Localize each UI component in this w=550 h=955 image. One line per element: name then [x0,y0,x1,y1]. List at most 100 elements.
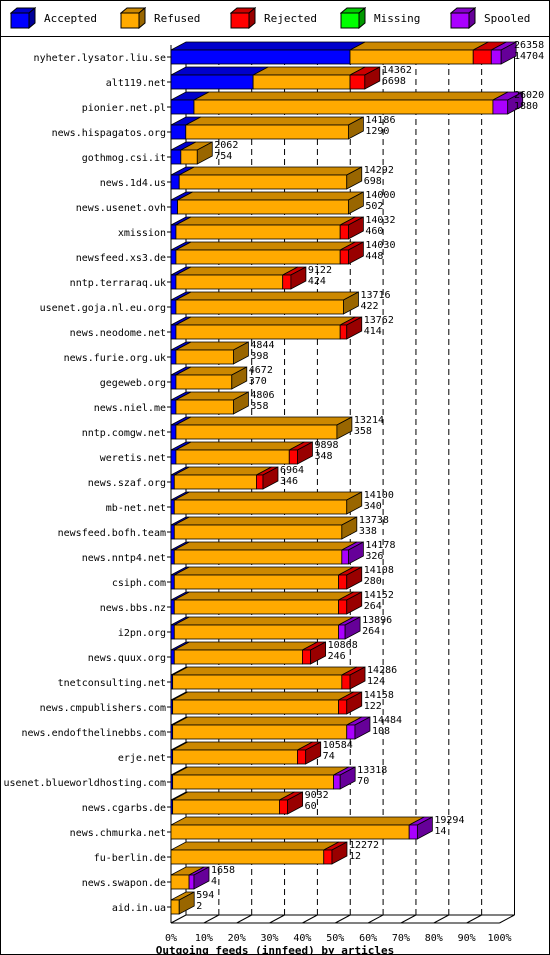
value-label-accepted: 14 [434,826,446,837]
bar-segment-accepted [170,149,182,165]
bar-segment-rejected [339,324,348,340]
category-label: news.niel.me [94,403,166,414]
value-label-accepted: 70 [357,776,369,787]
bar-top-refused [174,466,272,476]
value-label-accepted: 414 [364,326,382,337]
value-label-accepted: 370 [249,376,267,387]
bar-side [287,791,304,815]
value-label-offered: 2062 [214,140,238,151]
value-label-offered: 9032 [305,790,329,801]
value-label-offered: 13738 [359,515,389,526]
bar-segment-refused [185,124,349,140]
bar-side [339,766,356,790]
floor-tick [203,914,220,924]
bar-segment-refused [175,349,234,365]
value-label-accepted: 424 [308,276,326,287]
bar-side [233,391,249,415]
value-label-offered: 1658 [211,865,235,876]
value-label-offered: 14286 [367,665,397,676]
value-label-accepted: 14704 [514,51,544,62]
category-label: alt119.net [106,78,166,89]
bar-segment-refused [173,549,343,565]
value-label-accepted: 422 [360,301,378,312]
value-label-offered: 14292 [364,165,394,176]
bar-segment-rejected [349,74,366,90]
category-label: erje.net [118,753,166,764]
value-label-accepted: 1880 [514,101,538,112]
bar-segment-rejected [339,249,349,265]
x-tick-label: 100% [487,933,511,944]
bar-side [354,716,371,740]
bar-side [349,666,366,690]
bar-segment-accepted [170,299,177,315]
value-label-offered: 13716 [360,290,390,301]
x-tick-label: 50% [326,933,344,944]
value-label-offered: 14030 [365,240,395,251]
floor-tick [302,914,318,924]
value-label-offered: 13214 [354,415,384,426]
category-label: pionier.net.pl [82,103,166,114]
value-label-offered: 14178 [365,540,395,551]
category-label: usenet.goja.nl.eu.org [40,303,166,314]
bar-side [341,516,358,540]
category-label: news.szaf.org [88,478,166,489]
bar-segment-refused [173,474,257,490]
value-label-accepted: 346 [280,476,298,487]
bar-segment-spooled [492,99,509,115]
bar-top-refused [172,716,362,726]
category-label: mb-net.net [106,503,166,514]
value-label-accepted: 6698 [382,76,406,87]
bar-side [347,191,364,215]
value-label-accepted: 124 [367,676,385,687]
bar-segment-refused [173,649,303,665]
floor-tick [269,914,285,924]
bar-side [346,316,363,340]
value-label-accepted: 2 [196,901,202,912]
value-label-accepted: 74 [323,751,335,762]
bar-top-refused [174,616,354,626]
floor-tick [236,914,252,924]
bar-segment-spooled [346,724,356,740]
bar-segment-accepted [170,424,177,440]
bar-top-refused [349,41,489,51]
bar-side [346,566,363,590]
category-label: nntp.comgw.net [82,428,166,439]
bar-segment-refused [172,724,348,740]
value-label-accepted: 460 [365,226,383,237]
category-label: news.bbs.nz [100,603,166,614]
bar-segment-refused [175,224,341,240]
category-label: news.hispagatos.org [52,128,166,139]
value-label-offered: 14108 [364,565,394,576]
category-label: usenet.blueworldhosting.com [3,778,166,789]
value-label-accepted: 358 [250,401,268,412]
value-label-offered: 10868 [328,640,358,651]
bar-side [347,216,364,240]
bar-segment-spooled [188,874,195,890]
bar-side [346,691,363,715]
value-label-offered: 4672 [249,365,273,376]
bar-segment-rejected [256,474,264,490]
bar-segment-refused [175,299,344,315]
bar-side [336,416,353,440]
bar-top-accepted [170,66,269,76]
category-label: news.nntp4.net [82,553,166,564]
bar-side [178,891,195,915]
bar-top-refused [177,191,364,201]
value-label-accepted: 340 [364,501,382,512]
bar-top-refused [179,166,362,176]
value-label-accepted: 108 [372,726,390,737]
bar-side [343,291,359,315]
bar-top-refused [175,266,298,276]
bar-side [416,816,433,840]
bar-top-refused [175,416,353,426]
category-label: newsfeed.bofh.team [58,528,166,539]
bar-segment-rejected [338,574,348,590]
bar-segment-accepted [170,49,351,65]
bar-segment-accepted [170,624,175,640]
value-label-offered: 14484 [372,715,402,726]
bar-segment-accepted [170,374,177,390]
bar-segment-accepted [170,124,187,140]
value-label-offered: 13318 [357,765,387,776]
floor-tick [335,914,351,924]
bar-segment-spooled [341,549,349,565]
